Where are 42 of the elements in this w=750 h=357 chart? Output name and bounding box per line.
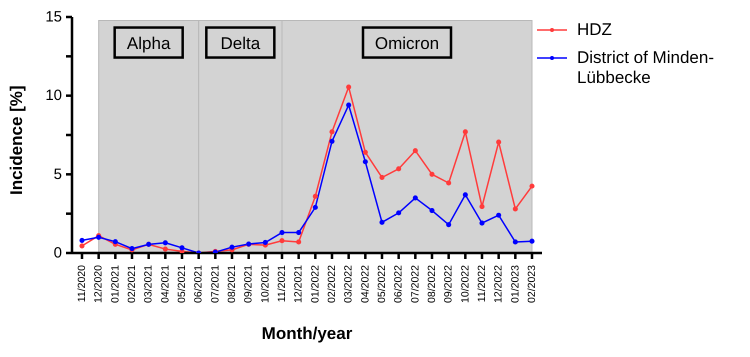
x-tick-label: 05/2021 [176,264,188,303]
x-tick-label: 11/2021 [276,264,288,302]
x-tick-label: 04/2022 [359,264,372,303]
x-tick-label: 10/2021 [259,264,272,303]
x-tick-label: 09/2022 [442,264,455,303]
x-tick-label: 11/2022 [476,264,488,302]
x-tick-label: 03/2022 [342,264,355,303]
label-box: Delta [205,26,276,59]
legend-label: District of Minden-Lübbecke [577,48,715,88]
y-tick-label: 10 [45,87,62,104]
legend-label: HDZ [577,20,612,40]
x-tick-label: 07/2022 [409,264,422,303]
x-tick-label: 08/2021 [226,264,238,303]
x-tick-label: 08/2022 [426,264,438,303]
band-label: Omicron [374,34,440,54]
x-tick-label: 09/2021 [242,264,255,303]
band-label: Delta [220,34,261,54]
x-tick-label: 06/2021 [192,264,205,303]
y-tick-label: 0 [54,244,62,262]
x-tick-label: 06/2022 [392,264,405,303]
x-tick-label: 10/2022 [459,264,472,303]
y-tick-label: 5 [54,166,62,183]
x-tick-label: 02/2021 [126,264,138,303]
x-tick-label: 07/2021 [209,264,222,303]
x-tick-label: 12/2021 [292,264,305,303]
label-box: Omicron [362,26,452,59]
y-tick-label: 15 [45,8,62,26]
x-tick-label: 04/2021 [159,264,172,303]
x-tick-label: 01/2021 [109,264,122,303]
x-tick-label: 12/2022 [492,264,505,303]
x-tick-label: 02/2022 [326,264,338,303]
x-tick-label: 01/2022 [309,264,322,303]
x-tick-label: 02/2023 [526,264,538,303]
x-tick-label: 11/2020 [76,264,88,302]
y-axis-title: Incidence [%] [7,85,26,195]
x-tick-label: 01/2023 [509,264,522,303]
x-axis-title: Month/year [262,324,353,343]
band-label: Alpha [126,34,171,54]
x-tick-label: 03/2021 [142,264,155,303]
x-tick-label: 05/2022 [376,264,388,303]
x-tick-label: 12/2020 [92,264,105,303]
label-box: Alpha [113,26,184,59]
